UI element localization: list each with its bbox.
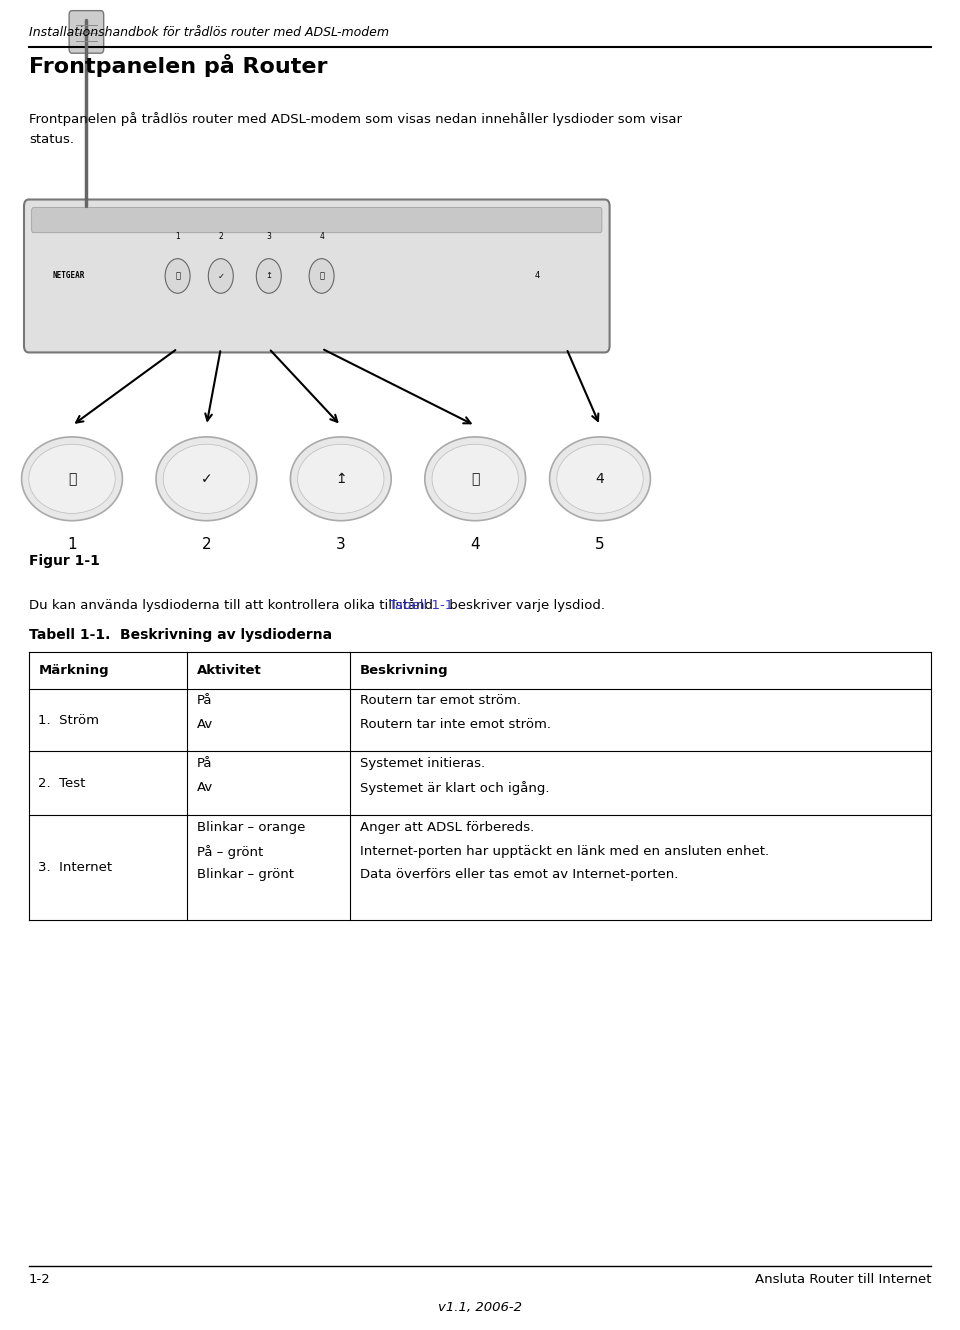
Text: Routern tar inte emot ström.: Routern tar inte emot ström. (360, 718, 551, 732)
Text: 1: 1 (67, 537, 77, 552)
Text: 4: 4 (535, 271, 540, 281)
Text: 2: 2 (202, 537, 211, 552)
Text: 3: 3 (336, 537, 346, 552)
Text: ✓: ✓ (201, 472, 212, 485)
Ellipse shape (432, 444, 518, 513)
Text: ✓: ✓ (217, 271, 225, 281)
Text: Internet-porten har upptäckt en länk med en ansluten enhet.: Internet-porten har upptäckt en länk med… (360, 845, 769, 858)
FancyBboxPatch shape (32, 207, 602, 233)
Text: Frontpanelen på Router: Frontpanelen på Router (29, 55, 327, 77)
Text: 4: 4 (470, 537, 480, 552)
Text: NETGEAR: NETGEAR (53, 271, 85, 281)
Text: Anger att ADSL förbereds.: Anger att ADSL förbereds. (360, 821, 535, 834)
Text: 3: 3 (266, 231, 272, 241)
Text: Du kan använda lysdioderna till att kontrollera olika tillstånd.: Du kan använda lysdioderna till att kont… (29, 598, 442, 613)
Text: 1.  Ström: 1. Ström (38, 714, 100, 726)
Text: På – grönt: På – grönt (197, 845, 263, 859)
Text: Routern tar emot ström.: Routern tar emot ström. (360, 694, 521, 708)
Text: 3.  Internet: 3. Internet (38, 862, 112, 874)
Circle shape (208, 259, 233, 294)
Text: ⏻: ⏻ (175, 271, 180, 281)
Text: ⚿: ⚿ (471, 472, 479, 485)
Ellipse shape (549, 438, 651, 521)
Ellipse shape (424, 438, 526, 521)
Text: Av: Av (197, 718, 213, 732)
FancyBboxPatch shape (69, 11, 104, 53)
Text: Blinkar – grönt: Blinkar – grönt (197, 868, 294, 882)
Text: Installationshandbok för trådlös router med ADSL-modem: Installationshandbok för trådlös router … (29, 25, 389, 39)
Ellipse shape (290, 438, 391, 521)
Text: 2: 2 (219, 231, 223, 241)
Text: 1-2: 1-2 (29, 1273, 51, 1286)
Text: ⚿: ⚿ (319, 271, 324, 281)
Text: Blinkar – orange: Blinkar – orange (197, 821, 305, 834)
Text: Märkning: Märkning (38, 664, 109, 677)
Ellipse shape (156, 438, 257, 521)
Ellipse shape (29, 444, 115, 513)
Ellipse shape (163, 444, 250, 513)
Text: 5: 5 (595, 537, 605, 552)
Text: Ansluta Router till Internet: Ansluta Router till Internet (755, 1273, 931, 1286)
Text: status.: status. (29, 133, 74, 146)
Text: 4: 4 (595, 472, 605, 485)
Ellipse shape (22, 438, 123, 521)
Ellipse shape (557, 444, 643, 513)
Circle shape (165, 259, 190, 294)
Text: Data överförs eller tas emot av Internet-porten.: Data överförs eller tas emot av Internet… (360, 868, 679, 882)
Text: Frontpanelen på trådlös router med ADSL-modem som visas nedan innehåller lysdiod: Frontpanelen på trådlös router med ADSL-… (29, 112, 682, 126)
Text: 1: 1 (176, 231, 180, 241)
Text: 2.  Test: 2. Test (38, 777, 85, 790)
Circle shape (256, 259, 281, 294)
Text: ⏻: ⏻ (68, 472, 76, 485)
Text: v1.1, 2006-2: v1.1, 2006-2 (438, 1301, 522, 1314)
Text: På: På (197, 694, 212, 708)
Text: Beskrivning av lysdioderna: Beskrivning av lysdioderna (120, 628, 332, 642)
Text: Aktivitet: Aktivitet (197, 664, 261, 677)
Text: Av: Av (197, 781, 213, 794)
Text: Tabell 1-1: Tabell 1-1 (390, 598, 454, 612)
Circle shape (309, 259, 334, 294)
Text: Figur 1-1: Figur 1-1 (29, 555, 100, 568)
Text: Systemet initieras.: Systemet initieras. (360, 757, 485, 770)
FancyBboxPatch shape (24, 200, 610, 352)
Text: Beskrivning: Beskrivning (360, 664, 448, 677)
Text: 4: 4 (319, 231, 324, 241)
Ellipse shape (298, 444, 384, 513)
Text: Systemet är klart och igång.: Systemet är klart och igång. (360, 781, 549, 795)
Text: beskriver varje lysdiod.: beskriver varje lysdiod. (445, 598, 605, 612)
Text: ↥: ↥ (265, 271, 273, 281)
Text: På: På (197, 757, 212, 770)
Text: Tabell 1-1.: Tabell 1-1. (29, 628, 110, 642)
Text: ↥: ↥ (335, 472, 347, 485)
